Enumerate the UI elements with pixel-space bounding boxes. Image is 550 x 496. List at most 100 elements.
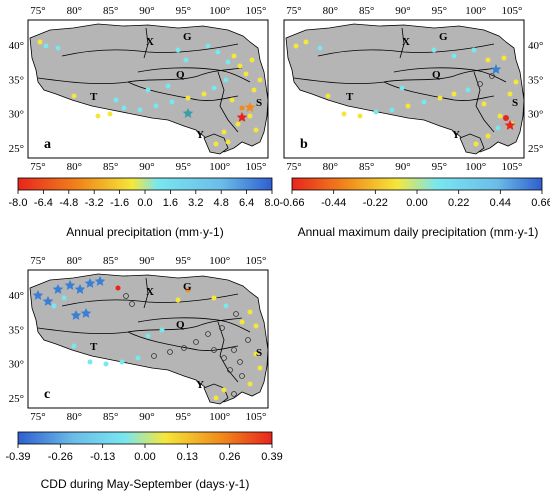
colorbar-tick-label: 0.44 [490, 197, 511, 209]
lon-tick-label: 95° [432, 161, 447, 173]
colorbar-title-a: Annual precipitation (mm·y-1) [66, 225, 223, 239]
lon-tick-label: 85° [359, 161, 374, 173]
region-label-g: G [183, 31, 192, 43]
region-label-q-b: Q [432, 69, 441, 81]
colorbar-tick-label: -8.0 [9, 197, 28, 209]
panel-letter-a: a [44, 137, 51, 152]
colorbar-title-c: CDD during May-September (days·y-1) [41, 477, 250, 491]
lon-tick-label: 90° [139, 255, 154, 267]
lon-tick-label: 95° [176, 5, 191, 17]
colorbar-tick-label: 0.39 [261, 451, 282, 463]
lat-tick-label: 25° [528, 143, 543, 155]
colorbar-tick-label: -0.39 [5, 451, 30, 463]
lon-tick-label: 85° [359, 5, 374, 17]
region-label-x-c: X [146, 286, 154, 298]
map-panel-b: X G Q T S Y b -0.66 -0.44 -0.22 0.00 0.22 0.4… [279, 5, 550, 239]
lat-tick-label: 25° [9, 393, 24, 405]
colorbar-title-b: Annual maximum daily precipitation (mm·y… [298, 225, 539, 239]
colorbar-tick-label: 4.8 [214, 197, 229, 209]
colorbar-tick-label: 0.13 [177, 451, 198, 463]
lon-tick-label: 95° [176, 161, 191, 173]
lon-tick-label: 100° [209, 411, 230, 423]
colorbar-tick-label: -0.66 [279, 197, 304, 209]
lon-tick-label: 80° [67, 5, 82, 17]
lon-tick-label: 105° [502, 5, 523, 17]
colorbar-tick-label: 0.0 [137, 197, 152, 209]
colorbar-tick-label: 0.22 [448, 197, 469, 209]
lat-tick-label: 40° [528, 40, 543, 52]
lon-tick-label: 75° [30, 161, 45, 173]
lon-tick-label: 105° [246, 161, 267, 173]
region-label-t: T [90, 91, 98, 103]
region-label-x: X [146, 36, 154, 48]
colorbar-tick-label: 8.0 [264, 197, 279, 209]
lon-tick-label: 90° [139, 161, 154, 173]
lon-tick-label: 90° [395, 161, 410, 173]
colorbar-b [291, 177, 543, 191]
colorbar-tick-label: 0.26 [219, 451, 240, 463]
lon-tick-label: 90° [139, 411, 154, 423]
lon-tick-label: 75° [286, 161, 301, 173]
region-label-g-b: G [439, 31, 448, 43]
lon-tick-label: 100° [209, 161, 230, 173]
colorbar-tick-label: -1.6 [110, 197, 129, 209]
lat-tick-label: 30° [9, 359, 24, 371]
region-label-y-b: Y [452, 129, 460, 141]
lon-tick-label: 95° [176, 255, 191, 267]
panel-letter-b: b [300, 137, 308, 152]
region-label-y: Y [196, 129, 204, 141]
colorbar-tick-label: 1.6 [163, 197, 178, 209]
lon-tick-label: 75° [30, 5, 45, 17]
lon-tick-label: 100° [209, 5, 230, 17]
lon-tick-label: 100° [465, 5, 486, 17]
region-label-y-c: Y [196, 379, 204, 391]
region-label-x-b: X [402, 36, 410, 48]
lon-tick-label: 105° [246, 411, 267, 423]
colorbar-tick-label: 0.00 [406, 197, 427, 209]
colorbar-tick-label: 3.2 [188, 197, 203, 209]
colorbar-tick-label: 6.4 [239, 197, 254, 209]
lon-tick-label: 95° [176, 411, 191, 423]
lon-tick-label: 80° [67, 411, 82, 423]
lon-tick-label: 100° [465, 161, 486, 173]
region-label-s-b: S [512, 97, 518, 109]
lat-tick-label: 35° [528, 74, 543, 86]
colorbar-tick-label: -3.2 [85, 197, 104, 209]
lat-tick-label: 40° [9, 40, 24, 52]
colorbar-a [17, 177, 273, 191]
station-markers-c [32, 276, 263, 401]
lon-tick-label: 80° [323, 161, 338, 173]
lon-tick-label: 85° [103, 161, 118, 173]
colorbar-tick-label: -0.13 [90, 451, 115, 463]
colorbar-tick-label: 0.66 [531, 197, 550, 209]
region-label-g-c: G [183, 281, 192, 293]
lat-tick-label: 40° [9, 290, 24, 302]
lat-tick-label: 35° [9, 324, 24, 336]
lon-tick-label: 75° [286, 5, 301, 17]
lon-tick-label: 85° [103, 5, 118, 17]
lon-tick-label: 85° [103, 255, 118, 267]
colorbar-tick-label: -0.44 [321, 197, 346, 209]
panel-letter-c: c [44, 387, 50, 402]
lon-tick-label: 80° [323, 5, 338, 17]
map-panel-c: X G Q T S Y c -0.39 -0.26 -0.13 0.00 0.13 0.2… [5, 255, 282, 491]
lat-tick-label: 30° [528, 109, 543, 121]
lon-tick-label: 95° [432, 5, 447, 17]
lon-tick-label: 80° [67, 255, 82, 267]
station-markers-b [293, 39, 519, 147]
colorbar-tick-label: -0.22 [363, 197, 388, 209]
colorbar-tick-label: -6.4 [34, 197, 53, 209]
lon-tick-label: 90° [139, 5, 154, 17]
colorbar-c [17, 431, 273, 445]
colorbar-tick-label: -4.8 [59, 197, 78, 209]
lon-tick-label: 80° [67, 161, 82, 173]
lon-tick-label: 105° [502, 161, 523, 173]
region-label-q: Q [176, 69, 185, 81]
lon-tick-label: 100° [209, 255, 230, 267]
colorbar-tick-label: 0.00 [134, 451, 155, 463]
lon-tick-label: 85° [103, 411, 118, 423]
lat-tick-label: 30° [9, 109, 24, 121]
lon-tick-label: 90° [395, 5, 410, 17]
region-label-s: S [256, 97, 262, 109]
